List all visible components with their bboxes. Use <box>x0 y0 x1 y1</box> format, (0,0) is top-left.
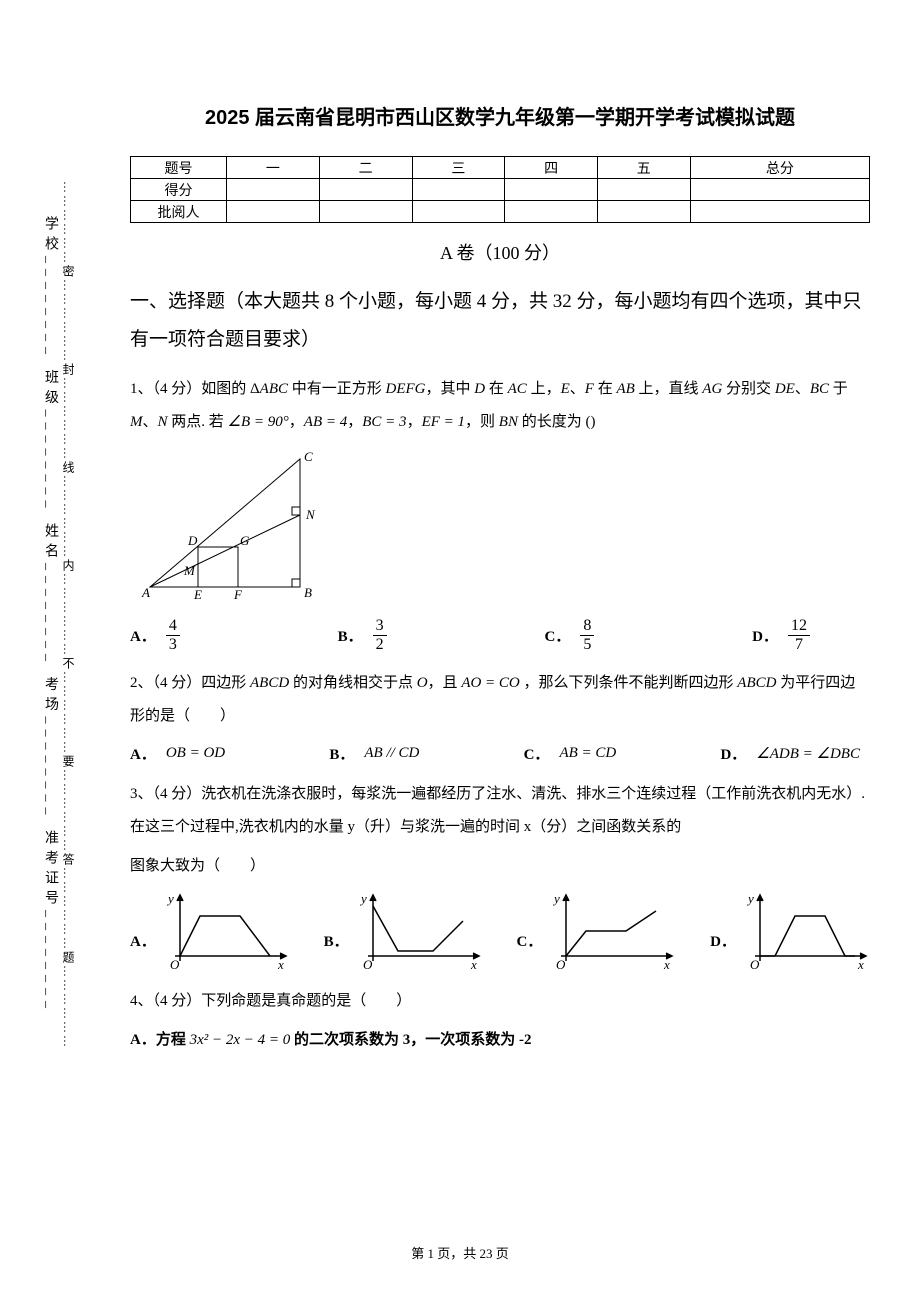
svg-text:D: D <box>187 533 198 548</box>
svg-text:M: M <box>183 563 196 578</box>
side-seal-line: ………………密………………封………………线………………内………………不……………… <box>60 140 77 1090</box>
table-row: 得分 <box>131 179 870 201</box>
exam-title: 2025 届云南省昆明市西山区数学九年级第一学期开学考试模拟试题 <box>130 100 870 136</box>
svg-text:O: O <box>750 957 760 971</box>
svg-text:x: x <box>663 957 670 971</box>
svg-text:O: O <box>363 957 373 971</box>
paper-label: A 卷（100 分） <box>130 239 870 265</box>
question-4: 4、（4 分）下列命题是真命题的是（ ） <box>130 985 870 1018</box>
svg-text:y: y <box>552 891 560 906</box>
svg-text:y: y <box>166 891 174 906</box>
svg-text:x: x <box>277 957 284 971</box>
svg-text:A: A <box>141 585 150 600</box>
svg-text:B: B <box>304 585 312 600</box>
svg-text:F: F <box>233 587 243 602</box>
score-table: 题号 一 二 三 四 五 总分 得分 批阅人 <box>130 156 870 223</box>
triangle-diagram: A B C E F G D M N <box>140 447 340 602</box>
svg-text:y: y <box>746 891 754 906</box>
svg-text:y: y <box>359 891 367 906</box>
graph-a-icon: y x O <box>160 891 290 971</box>
svg-text:G: G <box>240 533 250 548</box>
page-footer: 第 1 页，共 23 页 <box>0 1243 920 1262</box>
question-4-option-a: A．方程 3x² − 2x − 4 = 0 的二次项系数为 3，一次项系数为 -… <box>130 1024 870 1057</box>
svg-text:N: N <box>305 507 316 522</box>
section-1-heading: 一、选择题（本大题共 8 个小题，每小题 4 分，共 32 分，每小题均有四个选… <box>130 283 870 359</box>
svg-text:x: x <box>470 957 477 971</box>
question-1-options: A．43 B．32 C．85 D．127 <box>130 617 870 653</box>
graph-c-icon: y x O <box>546 891 676 971</box>
question-3-line2: 图象大致为（ ） <box>130 850 870 883</box>
graph-b-icon: y x O <box>353 891 483 971</box>
question-1: 1、（4 分）如图的 ΔABC 中有一正方形 DEFG，其中 D 在 AC 上，… <box>130 373 870 439</box>
side-student-fields: 学校________ 班级________ 姓名________ 考场_____… <box>40 140 60 1090</box>
question-3-options: A． y x O B． y x <box>130 891 870 971</box>
question-3: 3、（4 分）洗衣机在洗涤衣服时，每浆洗一遍都经历了注水、清洗、排水三个连续过程… <box>130 778 870 844</box>
question-2: 2、（4 分）四边形 ABCD 的对角线相交于点 O，且 AO = CO ，那么… <box>130 667 870 733</box>
side-binding-column: 学校________ 班级________ 姓名________ 考场_____… <box>40 140 100 1090</box>
question-2-options: A．OB = OD B．AB // CD C．AB = CD D．∠ADB = … <box>130 743 870 764</box>
svg-text:C: C <box>304 449 313 464</box>
table-row: 批阅人 <box>131 201 870 223</box>
main-content: 2025 届云南省昆明市西山区数学九年级第一学期开学考试模拟试题 题号 一 二 … <box>130 100 870 1063</box>
svg-text:x: x <box>857 957 864 971</box>
question-1-figure: A B C E F G D M N <box>140 447 870 607</box>
svg-text:O: O <box>556 957 566 971</box>
svg-text:O: O <box>170 957 180 971</box>
table-row: 题号 一 二 三 四 五 总分 <box>131 157 870 179</box>
svg-text:E: E <box>193 587 202 602</box>
graph-d-icon: y x O <box>740 891 870 971</box>
